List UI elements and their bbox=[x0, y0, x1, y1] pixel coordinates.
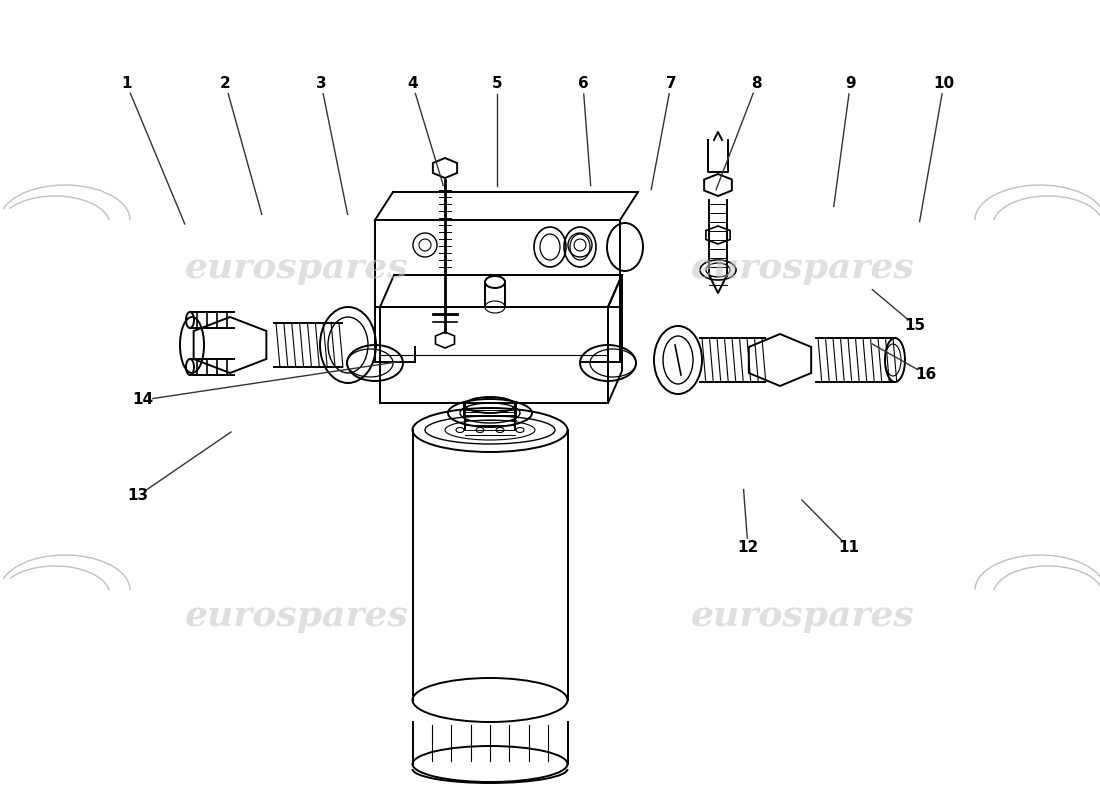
Text: 14: 14 bbox=[132, 393, 154, 407]
Text: 6: 6 bbox=[578, 77, 588, 91]
Text: eurospares: eurospares bbox=[185, 251, 409, 285]
Text: 3: 3 bbox=[316, 77, 327, 91]
Text: 15: 15 bbox=[904, 318, 926, 333]
Text: 10: 10 bbox=[933, 77, 955, 91]
Text: 12: 12 bbox=[737, 541, 759, 555]
Text: 9: 9 bbox=[845, 77, 856, 91]
Text: 11: 11 bbox=[838, 541, 860, 555]
Text: 16: 16 bbox=[915, 367, 937, 382]
Text: 2: 2 bbox=[220, 77, 231, 91]
Text: eurospares: eurospares bbox=[185, 599, 409, 633]
Text: 4: 4 bbox=[407, 77, 418, 91]
Text: eurospares: eurospares bbox=[691, 251, 915, 285]
Text: 13: 13 bbox=[126, 489, 148, 503]
Text: 5: 5 bbox=[492, 77, 503, 91]
Text: 7: 7 bbox=[666, 77, 676, 91]
Text: 1: 1 bbox=[121, 77, 132, 91]
Text: eurospares: eurospares bbox=[691, 599, 915, 633]
Text: 8: 8 bbox=[751, 77, 762, 91]
